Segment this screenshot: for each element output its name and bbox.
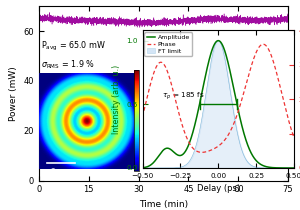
Text: P$_{\rm avg}$ = 65.0 mW: P$_{\rm avg}$ = 65.0 mW [41,39,106,53]
Legend: Amplitude, Phase, FT limit: Amplitude, Phase, FT limit [144,32,192,56]
Y-axis label: Power (mW): Power (mW) [9,66,18,121]
X-axis label: Time (min): Time (min) [139,200,188,209]
Text: 3 mm: 3 mm [51,168,71,174]
Text: $\sigma_{\rm RMS}$ = 1.9 %: $\sigma_{\rm RMS}$ = 1.9 % [41,58,95,71]
Text: $\tau_p$ = 185 fs: $\tau_p$ = 185 fs [162,91,205,102]
X-axis label: Delay (ps): Delay (ps) [197,184,240,193]
Y-axis label: Intensity (arb. u.): Intensity (arb. u.) [112,65,121,134]
